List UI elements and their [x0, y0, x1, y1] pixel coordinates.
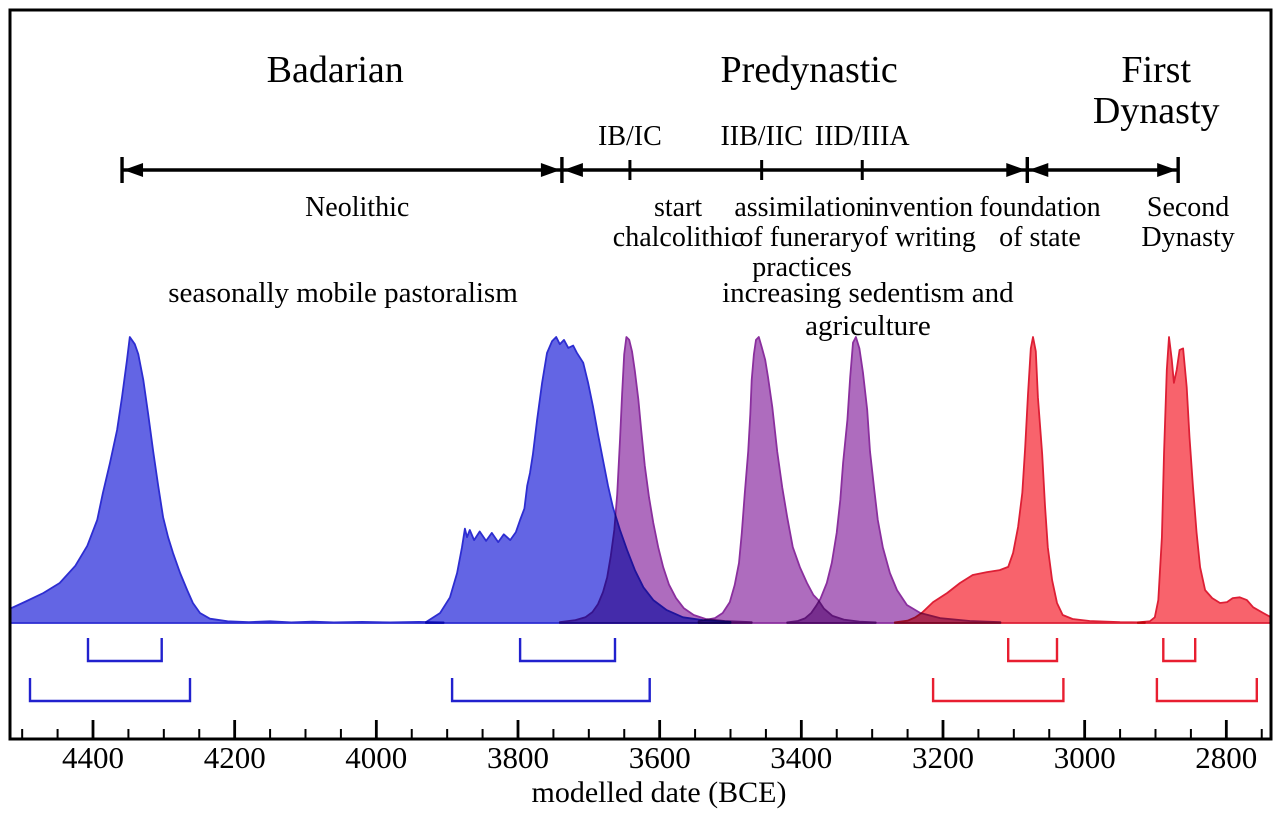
timeline-arrowhead-left [1028, 163, 1049, 177]
axis-tick-label-4400: 4400 [62, 740, 124, 775]
axis-tick-label-3200: 3200 [912, 740, 974, 775]
credible-interval-foundation-of-state-inner [1007, 638, 1059, 663]
axis-tick-label-3600: 3600 [628, 740, 691, 775]
distribution-curve-start-second-dynasty [1136, 336, 1272, 624]
axis-title: modelled date (BCE) [531, 776, 787, 809]
axis-tick-label-3800: 3800 [487, 740, 549, 775]
event-label-second-dynasty: Second Dynasty [1141, 192, 1235, 253]
timeline-arrowhead-right [540, 163, 561, 177]
distribution-curve-start-predynastic [425, 336, 732, 624]
axis-tick-label-3400: 3400 [770, 740, 833, 775]
phase-label-ib-ic: IB/IC [598, 121, 662, 152]
axis-tick-label-4000: 4000 [345, 740, 408, 775]
credible-interval-start-predynastic-outer [450, 678, 651, 703]
credible-interval-start-badarian-inner [86, 638, 163, 663]
timeline-arrowhead-right [1157, 163, 1177, 177]
period-title-badarian: Badarian [266, 49, 404, 91]
timeline-arrowhead-left [123, 163, 144, 177]
plot-frame [8, 8, 1273, 741]
credible-interval-start-second-dynasty-inner [1162, 638, 1197, 663]
credible-interval-start-second-dynasty-outer [1155, 678, 1258, 703]
period-title-first-dynasty: First Dynasty [1092, 49, 1220, 132]
distribution-curve-naqada-IB-IC [558, 336, 753, 624]
timeline-arrowhead-left [563, 163, 583, 177]
phase-label-iid-iiia: IID/IIIA [814, 121, 910, 152]
event-label-invention-of-writing: invention of writing [864, 192, 976, 253]
axis-tick-label-2800: 2800 [1195, 740, 1258, 775]
period-title-predynastic: Predynastic [720, 49, 898, 91]
event-label-foundation-of-state: foundation of state [979, 192, 1101, 253]
timeline-arrowhead-right [1006, 163, 1026, 177]
event-label-neolithic: Neolithic [305, 192, 410, 223]
distribution-curve-naqada-IID-IIIA [786, 336, 1002, 624]
event-label-assimilation-funerary: assimilation of funerary practices [734, 192, 870, 283]
note-sedentism: increasing sedentism and agriculture [722, 277, 1014, 342]
distribution-curve-start-badarian [9, 336, 445, 624]
note-pastoralism: seasonally mobile pastoralism [168, 277, 518, 309]
credible-interval-start-badarian-outer [28, 678, 192, 703]
phase-label-iib-iic: IIB/IIC [720, 121, 803, 152]
event-label-start-chalcolithic: start chalcolithic [612, 192, 744, 253]
credible-interval-foundation-of-state-outer [931, 678, 1065, 703]
axis-tick-label-4200: 4200 [203, 740, 266, 775]
distribution-curve-foundation-of-state [893, 336, 1146, 624]
credible-interval-start-predynastic-inner [518, 638, 617, 663]
axis-tick-label-3000: 3000 [1053, 740, 1116, 775]
